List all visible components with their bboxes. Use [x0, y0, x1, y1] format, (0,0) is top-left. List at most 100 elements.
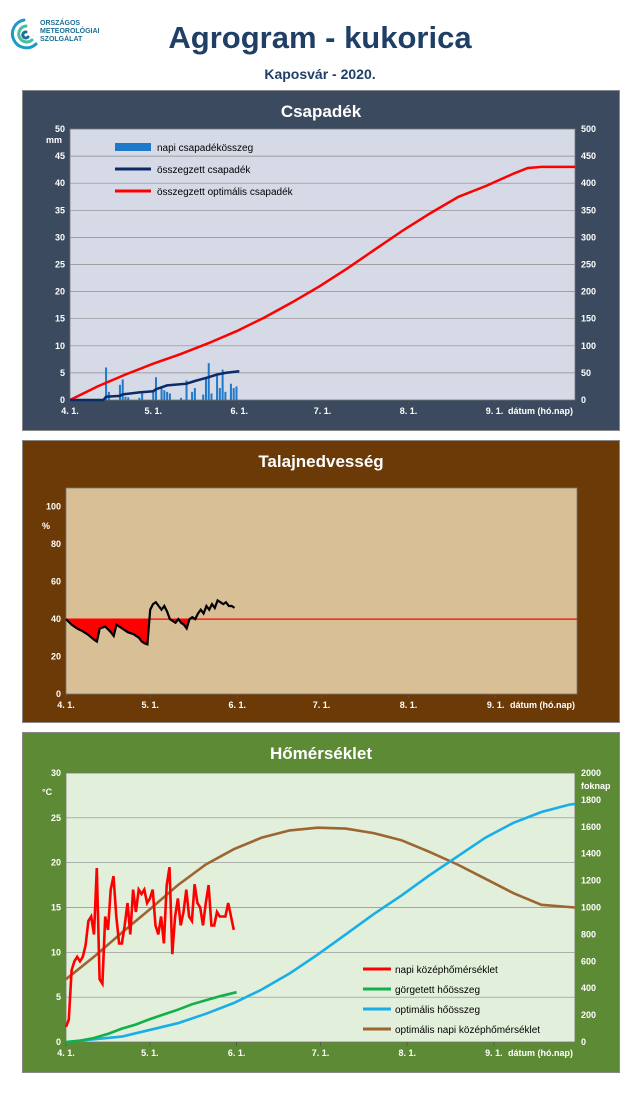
- daily-precip-bar: [121, 379, 124, 400]
- daily-precip-bar: [118, 384, 121, 400]
- y-tick-label: 10: [55, 341, 65, 351]
- y2-tick-label: 300: [581, 232, 596, 242]
- legend-label: optimális hőösszeg: [395, 1005, 480, 1016]
- x-tick-label: 4. 1.: [57, 700, 75, 710]
- y-tick-label: 10: [51, 947, 61, 957]
- daily-precip-bar: [235, 386, 238, 400]
- y-tick-label: 25: [55, 260, 65, 270]
- panel-title: Csapadék: [281, 102, 362, 121]
- x-axis-label: dátum (hó.nap): [510, 700, 575, 710]
- daily-precip-bar: [138, 397, 141, 400]
- daily-mean-temp-line: [64, 866, 236, 1028]
- daily-precip-bar: [124, 396, 127, 400]
- panel-title: Talajnedvesség: [258, 452, 383, 471]
- y2-tick-label: 100: [581, 341, 596, 351]
- y2-tick-label: 2000: [581, 768, 601, 778]
- x-axis-label: dátum (hó.nap): [508, 1048, 573, 1058]
- daily-precip-bar: [218, 388, 221, 400]
- optimal-cumulative-precip-line: [69, 165, 575, 402]
- daily-precip-bar: [216, 375, 219, 400]
- daily-precip-bar: [193, 388, 196, 400]
- daily-precip-bar: [141, 393, 144, 400]
- y-tick-label: 15: [51, 903, 61, 913]
- x-tick-label: 4. 1.: [61, 406, 79, 416]
- precip-panel: Csapadék 0 5 10 15 20 25 30 35 40 45 50 0 50 100 150 200…: [22, 90, 620, 431]
- y-tick-label: 5: [60, 368, 65, 378]
- legend-label: napi csapadékösszeg: [157, 143, 253, 154]
- legend-swatch: [115, 143, 151, 151]
- org-line: METEOROLÓGIAI: [40, 28, 100, 35]
- y-tick-label: 40: [51, 614, 61, 624]
- daily-precip-bar: [229, 383, 232, 400]
- soil-moisture-line: [65, 598, 236, 646]
- daily-precip-bar: [224, 391, 227, 400]
- x-tick-label: 5. 1.: [144, 406, 162, 416]
- daily-precip-bar: [168, 393, 171, 400]
- logo-swirl-icon: [10, 18, 38, 50]
- x-tick-label: 9. 1.: [485, 1048, 503, 1058]
- daily-precip-bar: [152, 390, 155, 400]
- daily-precip-bar: [163, 390, 166, 400]
- daily-precip-bar: [127, 397, 130, 400]
- y2-tick-label: 1400: [581, 849, 601, 859]
- daily-precip-bar: [160, 388, 163, 400]
- y2-tick-label: 1200: [581, 876, 601, 886]
- y2-tick-label: 400: [581, 178, 596, 188]
- legend-label: összegzett optimális csapadék: [157, 187, 294, 198]
- y2-tick-label: 500: [581, 124, 596, 134]
- x-tick-label: 5. 1.: [141, 700, 159, 710]
- soil-panel: Talajnedvesség 0 20 40 60 80 100% 4. 1. 5. 1. 6. …: [22, 440, 620, 723]
- page-title: Agrogram - kukorica: [168, 20, 472, 55]
- y2-tick-label: 250: [581, 260, 596, 270]
- optimal-heat-sum-line: [65, 802, 576, 1044]
- daily-precip-bar: [210, 393, 213, 400]
- y-tick-label: 20: [51, 652, 61, 662]
- deficit-fill: [93, 618, 98, 643]
- x-axis-label: dátum (hó.nap): [508, 406, 573, 416]
- page-subtitle: Kaposvár - 2020.: [264, 66, 376, 82]
- daily-precip-bar: [191, 391, 194, 400]
- x-tick-label: 8. 1.: [398, 1048, 416, 1058]
- org-line: ORSZÁGOS: [40, 20, 81, 27]
- y-tick-label: 0: [56, 1037, 61, 1047]
- legend-label: napi középhőmérséklet: [395, 965, 498, 976]
- org-name: ORSZÁGOS METEOROLÓGIAI SZOLGÁLAT: [40, 20, 130, 44]
- daily-precip-bar: [166, 391, 169, 400]
- y2-tick-label: 400: [581, 983, 596, 993]
- x-tick-label: 7. 1.: [313, 700, 331, 710]
- x-tick-label: 9. 1.: [486, 406, 504, 416]
- y2-tick-label: 200: [581, 287, 596, 297]
- y2-tick-label: 1000: [581, 903, 601, 913]
- daily-precip-bar: [207, 363, 210, 400]
- daily-precip-bar: [232, 388, 235, 400]
- y-axis-unit: mm: [46, 135, 62, 145]
- y-tick-label: 45: [55, 151, 65, 161]
- soil-moisture-chart: Talajnedvesség 0 20 40 60 80 100% 4. 1. 5. 1. 6. …: [23, 441, 619, 722]
- y-tick-label: 0: [56, 689, 61, 699]
- y2-tick-label: 0: [581, 1037, 586, 1047]
- daily-precip-bar: [179, 397, 182, 400]
- x-tick-label: 9. 1.: [487, 700, 505, 710]
- x-tick-label: 8. 1.: [400, 700, 418, 710]
- y-tick-label: 25: [51, 813, 61, 823]
- rolling-heat-sum-line: [65, 990, 237, 1044]
- y-axis-unit: %: [42, 521, 50, 531]
- x-tick-label: 7. 1.: [314, 406, 332, 416]
- x-tick-label: 5. 1.: [141, 1048, 159, 1058]
- daily-precip-bar: [185, 380, 188, 400]
- org-line: SZOLGÁLAT: [40, 36, 83, 43]
- legend-label: összegzett csapadék: [157, 165, 251, 176]
- x-tick-label: 8. 1.: [400, 406, 418, 416]
- y2-axis-unit: foknap: [581, 781, 611, 791]
- y2-tick-label: 0: [581, 395, 586, 405]
- y-tick-label: 30: [51, 768, 61, 778]
- y2-tick-label: 1600: [581, 822, 601, 832]
- y-axis-unit: °C: [42, 787, 53, 797]
- y2-tick-label: 1800: [581, 795, 601, 805]
- x-tick-label: 6. 1.: [228, 1048, 246, 1058]
- x-tick-label: 6. 1.: [229, 700, 247, 710]
- y2-tick-label: 200: [581, 1010, 596, 1020]
- y2-tick-label: 800: [581, 929, 596, 939]
- x-tick-label: 6. 1.: [231, 406, 249, 416]
- plot-area: [65, 487, 578, 695]
